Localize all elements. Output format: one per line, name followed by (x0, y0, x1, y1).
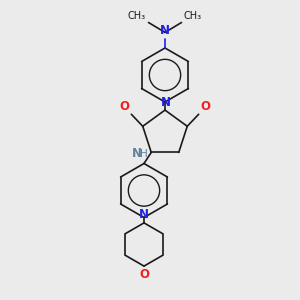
Text: H: H (140, 149, 148, 159)
Text: N: N (139, 208, 149, 221)
Text: O: O (139, 268, 149, 281)
Text: N: N (160, 25, 170, 38)
Text: CH₃: CH₃ (184, 11, 202, 21)
Text: O: O (119, 100, 130, 113)
Text: O: O (200, 100, 211, 113)
Text: CH₃: CH₃ (128, 11, 146, 21)
Text: N: N (160, 96, 171, 109)
Text: N: N (132, 147, 142, 161)
